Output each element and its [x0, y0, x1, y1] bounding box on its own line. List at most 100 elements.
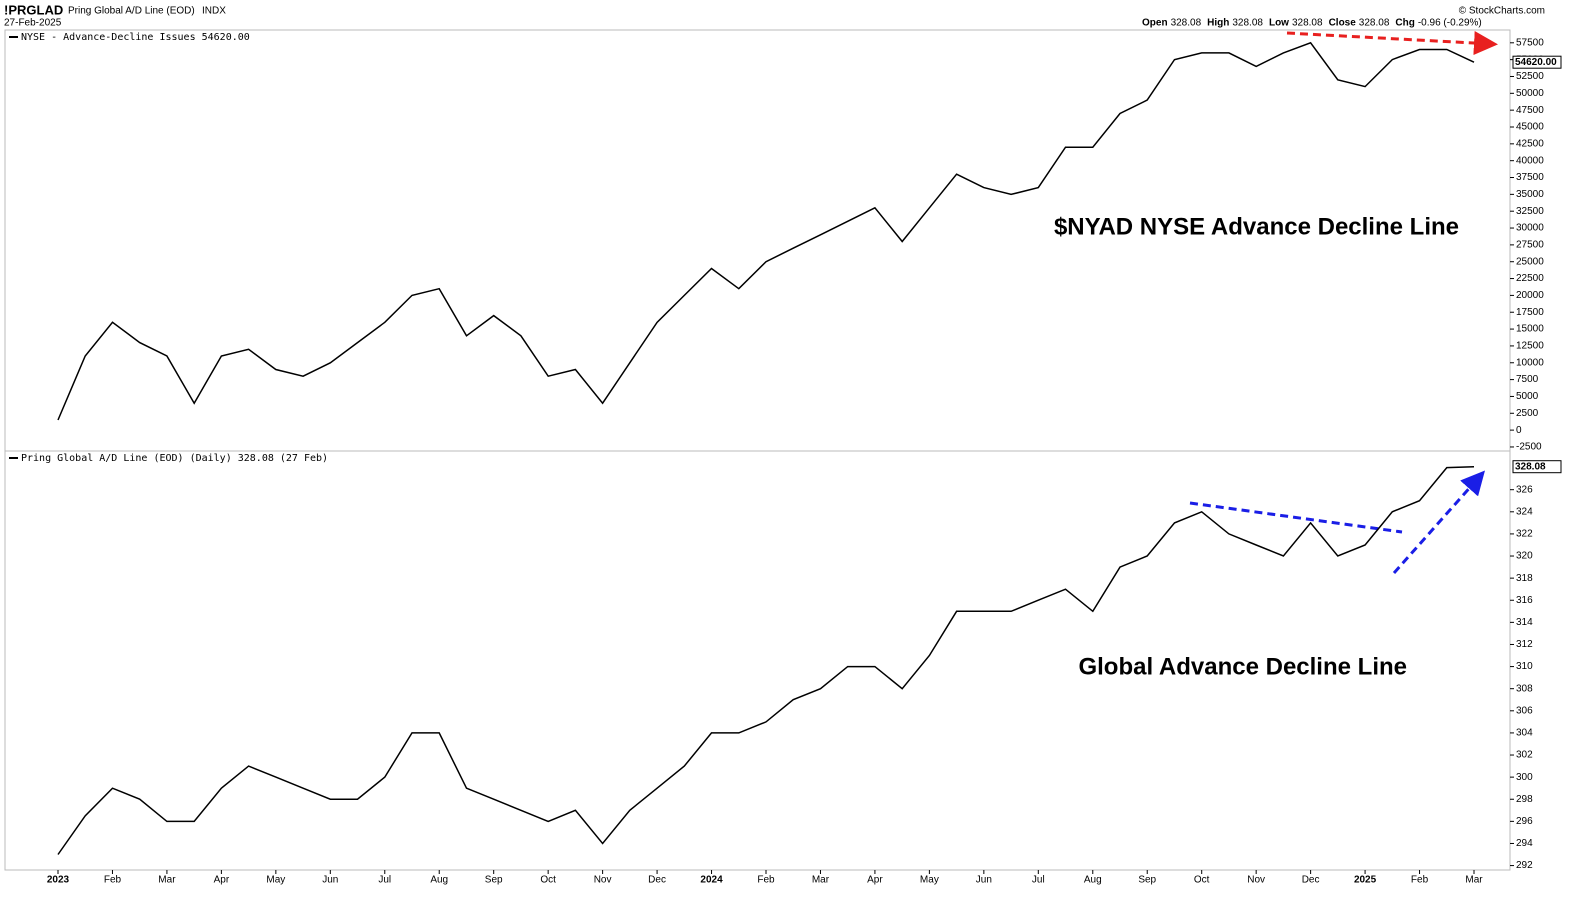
date: 27-Feb-2025	[4, 18, 62, 29]
data-line	[57, 465, 1475, 855]
x-tick-label: Dec	[1302, 875, 1320, 886]
quote-label: High	[1207, 18, 1229, 29]
quote-value: 328.08	[1171, 18, 1202, 29]
y-tick-label: 292	[1516, 860, 1533, 871]
trend-arrow	[1392, 470, 1485, 574]
y-tick-label: 5000	[1516, 391, 1539, 402]
y-tick-label: 47500	[1516, 105, 1544, 116]
y-tick-label: -2500	[1516, 442, 1542, 453]
symbol-name: Pring Global A/D Line (EOD)	[68, 6, 195, 17]
x-tick-label: Apr	[214, 875, 230, 886]
y-tick-label: 318	[1516, 573, 1533, 584]
x-tick-label: Aug	[1084, 875, 1102, 886]
quote-label: Close	[1329, 18, 1357, 29]
last-value-tag	[1512, 55, 1562, 69]
x-tick-label: 2025	[1354, 875, 1377, 886]
x-tick-label: Feb	[1411, 875, 1429, 886]
x-tick-label: 2024	[700, 875, 723, 886]
y-tick-label: 0	[1516, 425, 1522, 436]
y-tick-label: 52500	[1516, 71, 1544, 82]
x-tick-label: 2023	[47, 875, 70, 886]
x-tick-label: Jun	[976, 875, 992, 886]
y-tick-label: 322	[1516, 529, 1533, 540]
y-tick-label: 306	[1516, 705, 1533, 716]
data-line	[57, 41, 1475, 421]
x-tick-label: Jul	[378, 875, 391, 886]
x-tick-label: Mar	[812, 875, 830, 886]
y-tick-label: 320	[1516, 551, 1533, 562]
quote-label: Open	[1142, 18, 1168, 29]
y-tick-label: 17500	[1516, 307, 1544, 318]
x-tick-label: Sep	[1138, 875, 1156, 886]
x-tick-label: Oct	[540, 875, 556, 886]
y-tick-label: 40000	[1516, 155, 1544, 166]
x-tick-label: May	[266, 875, 285, 886]
y-tick-label: 57500	[1516, 37, 1544, 48]
y-tick-label: 310	[1516, 661, 1533, 672]
quote-value: -0.96 (-0.29%)	[1418, 18, 1482, 29]
y-tick-label: 314	[1516, 617, 1533, 628]
y-tick-label: 308	[1516, 683, 1533, 694]
quote-label: Chg	[1395, 18, 1414, 29]
x-tick-label: Nov	[594, 875, 612, 886]
x-tick-label: Aug	[430, 875, 448, 886]
y-tick-label: 22500	[1516, 273, 1544, 284]
quote-label: Low	[1269, 18, 1289, 29]
y-tick-label: 7500	[1516, 374, 1539, 385]
copyright: © StockCharts.com	[1459, 6, 1545, 17]
y-tick-label: 27500	[1516, 240, 1544, 251]
y-tick-label: 324	[1516, 506, 1533, 517]
y-tick-label: 296	[1516, 816, 1533, 827]
annotation: Global Advance Decline Line	[1078, 653, 1407, 680]
y-tick-label: 20000	[1516, 290, 1544, 301]
x-tick-label: Mar	[158, 875, 176, 886]
y-tick-label: 312	[1516, 639, 1533, 650]
x-tick-label: Apr	[867, 875, 883, 886]
y-tick-label: 326	[1516, 484, 1533, 495]
y-tick-label: 15000	[1516, 324, 1544, 335]
last-value-tag	[1512, 460, 1562, 474]
x-tick-label: Jun	[322, 875, 338, 886]
y-tick-label: 2500	[1516, 408, 1539, 419]
symbol: !PRGLAD	[4, 2, 63, 17]
last-value-label: 328.08	[1515, 461, 1546, 472]
y-tick-label: 37500	[1516, 172, 1544, 183]
annotation: $NYAD NYSE Advance Decline Line	[1054, 213, 1459, 240]
y-tick-label: 316	[1516, 595, 1533, 606]
y-tick-label: 298	[1516, 794, 1533, 805]
trend-arrow	[1286, 31, 1498, 56]
exchange: INDX	[202, 6, 226, 17]
y-tick-label: 10000	[1516, 357, 1544, 368]
x-tick-label: Dec	[648, 875, 666, 886]
y-tick-label: 32500	[1516, 206, 1544, 217]
trend-line	[1189, 501, 1403, 534]
x-tick-label: Sep	[485, 875, 503, 886]
quote-value: 328.08	[1359, 18, 1390, 29]
y-tick-label: 300	[1516, 772, 1533, 783]
y-tick-label: 35000	[1516, 189, 1544, 200]
y-tick-label: 45000	[1516, 122, 1544, 133]
y-tick-label: 302	[1516, 750, 1533, 761]
y-tick-label: 50000	[1516, 88, 1544, 99]
legend-label: NYSE - Advance-Decline Issues 54620.00	[21, 32, 250, 43]
x-tick-label: Feb	[104, 875, 122, 886]
x-tick-label: Jul	[1032, 875, 1045, 886]
quote-value: 328.08	[1232, 18, 1263, 29]
panel-frame	[4, 29, 1511, 452]
x-tick-label: Mar	[1465, 875, 1483, 886]
x-tick-label: Oct	[1194, 875, 1210, 886]
y-tick-label: 42500	[1516, 138, 1544, 149]
y-tick-label: 12500	[1516, 341, 1544, 352]
last-value-label: 54620.00	[1515, 57, 1557, 68]
quote-value: 328.08	[1292, 18, 1323, 29]
panel-frame	[4, 450, 1511, 871]
legend-label: Pring Global A/D Line (EOD) (Daily) 328.…	[21, 453, 328, 464]
x-tick-label: Feb	[757, 875, 775, 886]
x-tick-label: Nov	[1247, 875, 1265, 886]
x-tick-label: May	[920, 875, 939, 886]
y-tick-label: 304	[1516, 728, 1533, 739]
y-tick-label: 294	[1516, 838, 1533, 849]
y-tick-label: 30000	[1516, 223, 1544, 234]
y-tick-label: 25000	[1516, 256, 1544, 267]
